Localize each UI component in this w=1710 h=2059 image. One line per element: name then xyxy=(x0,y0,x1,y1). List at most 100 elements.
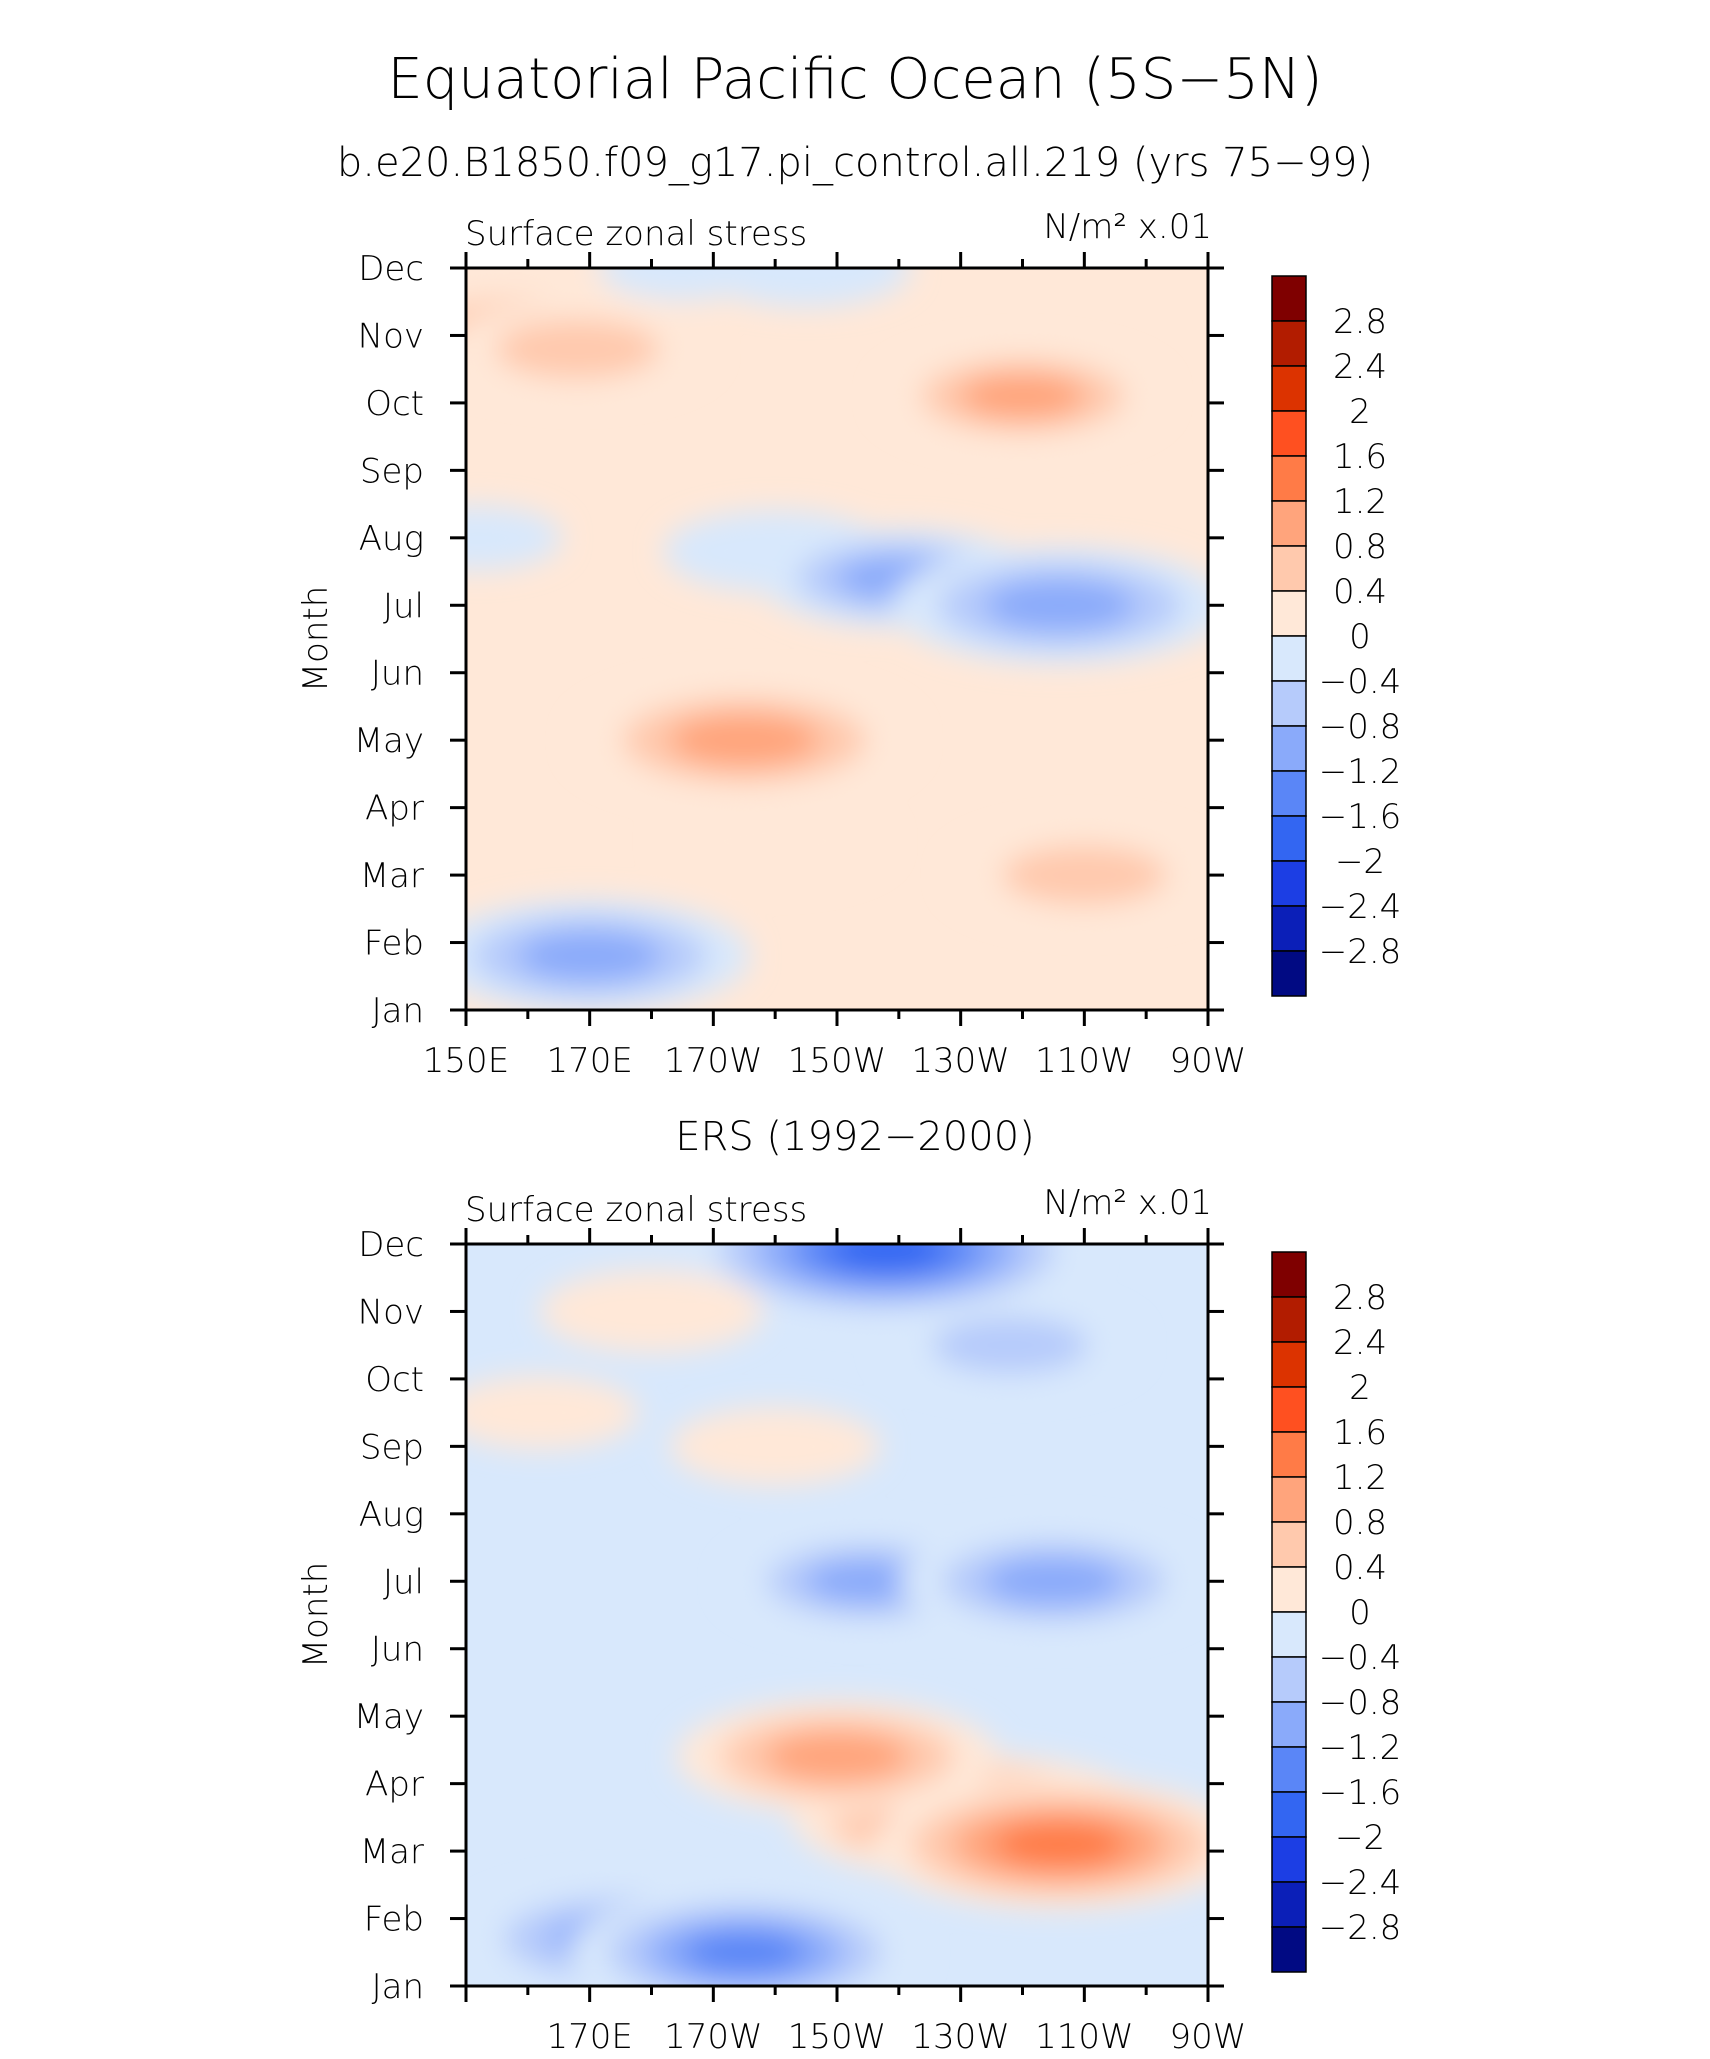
colorbar-swatch xyxy=(1271,770,1307,817)
colorbar-swatch xyxy=(1271,1611,1307,1658)
colorbar-label: −2.4 xyxy=(1319,887,1402,927)
colorbar-swatch xyxy=(1271,500,1307,547)
colorbar-swatch xyxy=(1271,1566,1307,1613)
colorbar-swatch xyxy=(1271,950,1307,997)
colorbar-swatch xyxy=(1271,905,1307,952)
contour-region-10-level-2 xyxy=(1002,845,1167,905)
x-tick-label: 130W xyxy=(911,1041,1010,1081)
colorbar-label: −2.8 xyxy=(1319,1908,1402,1948)
colorbar-swatch xyxy=(1271,275,1307,322)
colorbar-swatch xyxy=(1271,1251,1307,1298)
contour-fill-layer xyxy=(466,268,1208,1010)
colorbar-swatch xyxy=(1271,1701,1307,1748)
colorbar-label: −0.8 xyxy=(1319,1683,1402,1723)
colorbar-swatch xyxy=(1271,1881,1307,1928)
colorbar-label: −0.4 xyxy=(1319,662,1402,702)
colorbar-swatch xyxy=(1271,1521,1307,1568)
x-tick-label: 90W xyxy=(1170,1041,1247,1081)
colorbar-label: 1.2 xyxy=(1333,1458,1387,1498)
colorbar-swatch xyxy=(1271,1296,1307,1343)
y-tick-label: Nov xyxy=(358,1292,424,1332)
colorbar-label: 2 xyxy=(1349,392,1371,432)
contour-region-1-level-2 xyxy=(932,1317,1088,1374)
colorbar-label: −1.2 xyxy=(1319,1728,1402,1768)
y-tick-label: Dec xyxy=(358,1225,424,1265)
contour-region-2-level-1 xyxy=(539,1270,764,1353)
x-tick-label: 110W xyxy=(1035,2017,1134,2057)
colorbar-swatch xyxy=(1271,860,1307,907)
contour-region-1-level-2 xyxy=(495,319,660,379)
x-tick-label: 90W xyxy=(1170,2017,1247,2057)
y-tick-label: Jun xyxy=(371,1630,424,1670)
y-tick-label: Sep xyxy=(360,1427,424,1467)
colorbar-label: 0 xyxy=(1349,617,1371,657)
y-tick-label: Apr xyxy=(365,789,424,829)
y-tick-label: Oct xyxy=(365,1360,424,1400)
contour-region-0-level-5 xyxy=(828,1244,945,1271)
colorbar-swatch xyxy=(1271,1431,1307,1478)
colorbar-swatch xyxy=(1271,1746,1307,1793)
colorbar-label: −1.6 xyxy=(1319,1773,1402,1813)
contour-region-5-level-1 xyxy=(466,505,563,571)
contour-region-3-level-1 xyxy=(466,1375,639,1450)
contour-region-6-level-3 xyxy=(984,1557,1122,1606)
y-tick-label: Aug xyxy=(359,1495,424,1535)
y-axis-label: Month xyxy=(296,586,336,693)
y-tick-label: Dec xyxy=(358,249,424,289)
x-tick-label: 150W xyxy=(788,1041,887,1081)
colorbar-label: 2.4 xyxy=(1333,347,1387,387)
colorbar-label: 0.4 xyxy=(1333,572,1387,612)
colorbar-label: 2 xyxy=(1349,1368,1371,1408)
left-panel-label: Surface zonal stress xyxy=(465,214,807,254)
y-tick-label: Mar xyxy=(360,856,424,896)
colorbar-label: 0.8 xyxy=(1333,527,1387,567)
x-tick-label: 110W xyxy=(1035,1041,1134,1081)
y-tick-label: Jan xyxy=(372,1967,424,2007)
colorbar-swatch xyxy=(1271,365,1307,412)
contour-region-9-level-4 xyxy=(993,1821,1126,1868)
colorbar-label: 1.6 xyxy=(1333,1413,1387,1453)
x-tick-label: 130W xyxy=(911,2017,1010,2057)
y-tick-label: Jul xyxy=(383,586,424,626)
x-tick-label: 170W xyxy=(664,2017,763,2057)
axis-ticks: Jan Feb Mar Apr May Jun Jul Aug Sep Oct Nov Dec 150E… xyxy=(354,249,1247,1081)
colorbar-swatch xyxy=(1271,1386,1307,1433)
colorbar-label: −2.8 xyxy=(1319,932,1402,972)
colorbar: 2.8 2.4 2 1.6 1.2 0.8 0.4 0 −0.4 −0.8 −1.2 −1.6 −2 −2… xyxy=(1271,275,1402,997)
x-tick-label: 150W xyxy=(788,2017,887,2057)
colorbar-label: 2.8 xyxy=(1333,1278,1387,1318)
colorbar-label: −1.2 xyxy=(1319,752,1402,792)
colorbar-swatch xyxy=(1271,590,1307,637)
contour-fill-layer xyxy=(466,1244,1208,1986)
contour-region-4-level-3 xyxy=(960,373,1085,419)
colorbar-swatch xyxy=(1271,1656,1307,1703)
contour-region-8-level-3 xyxy=(984,579,1135,632)
colorbar-swatch xyxy=(1271,635,1307,682)
y-tick-label: May xyxy=(354,721,424,761)
y-tick-label: Feb xyxy=(364,924,424,964)
x-tick-label: 170E xyxy=(546,2017,632,2057)
y-tick-label: Aug xyxy=(359,519,424,559)
colorbar-swatch xyxy=(1271,320,1307,367)
colorbar-swatch xyxy=(1271,680,1307,727)
colorbar-label: 0.4 xyxy=(1333,1548,1387,1588)
colorbar-swatch xyxy=(1271,1476,1307,1523)
y-axis-label: Month xyxy=(296,1562,336,1669)
colorbar-label: −1.6 xyxy=(1319,797,1402,837)
contour-region-11-level-3 xyxy=(518,930,662,982)
y-tick-label: May xyxy=(354,1697,424,1737)
colorbar-label: −2.4 xyxy=(1319,1863,1402,1903)
y-tick-label: Nov xyxy=(358,316,424,356)
colorbar-label: 0 xyxy=(1349,1593,1371,1633)
x-tick-label: 170E xyxy=(546,1041,632,1081)
y-tick-label: Jun xyxy=(371,654,424,694)
colorbar-label: −2 xyxy=(1335,1818,1385,1858)
y-tick-label: Feb xyxy=(364,1900,424,1940)
contour-region-11-level-4 xyxy=(683,1931,806,1974)
units-label: N/m² x.01 xyxy=(1043,207,1212,247)
figure-subtitle: b.e20.B1850.f09_g17.pi_control.all.219 (… xyxy=(337,140,1373,186)
y-tick-label: Oct xyxy=(365,384,424,424)
colorbar-swatch xyxy=(1271,1341,1307,1388)
colorbar-label: 2.8 xyxy=(1333,302,1387,342)
